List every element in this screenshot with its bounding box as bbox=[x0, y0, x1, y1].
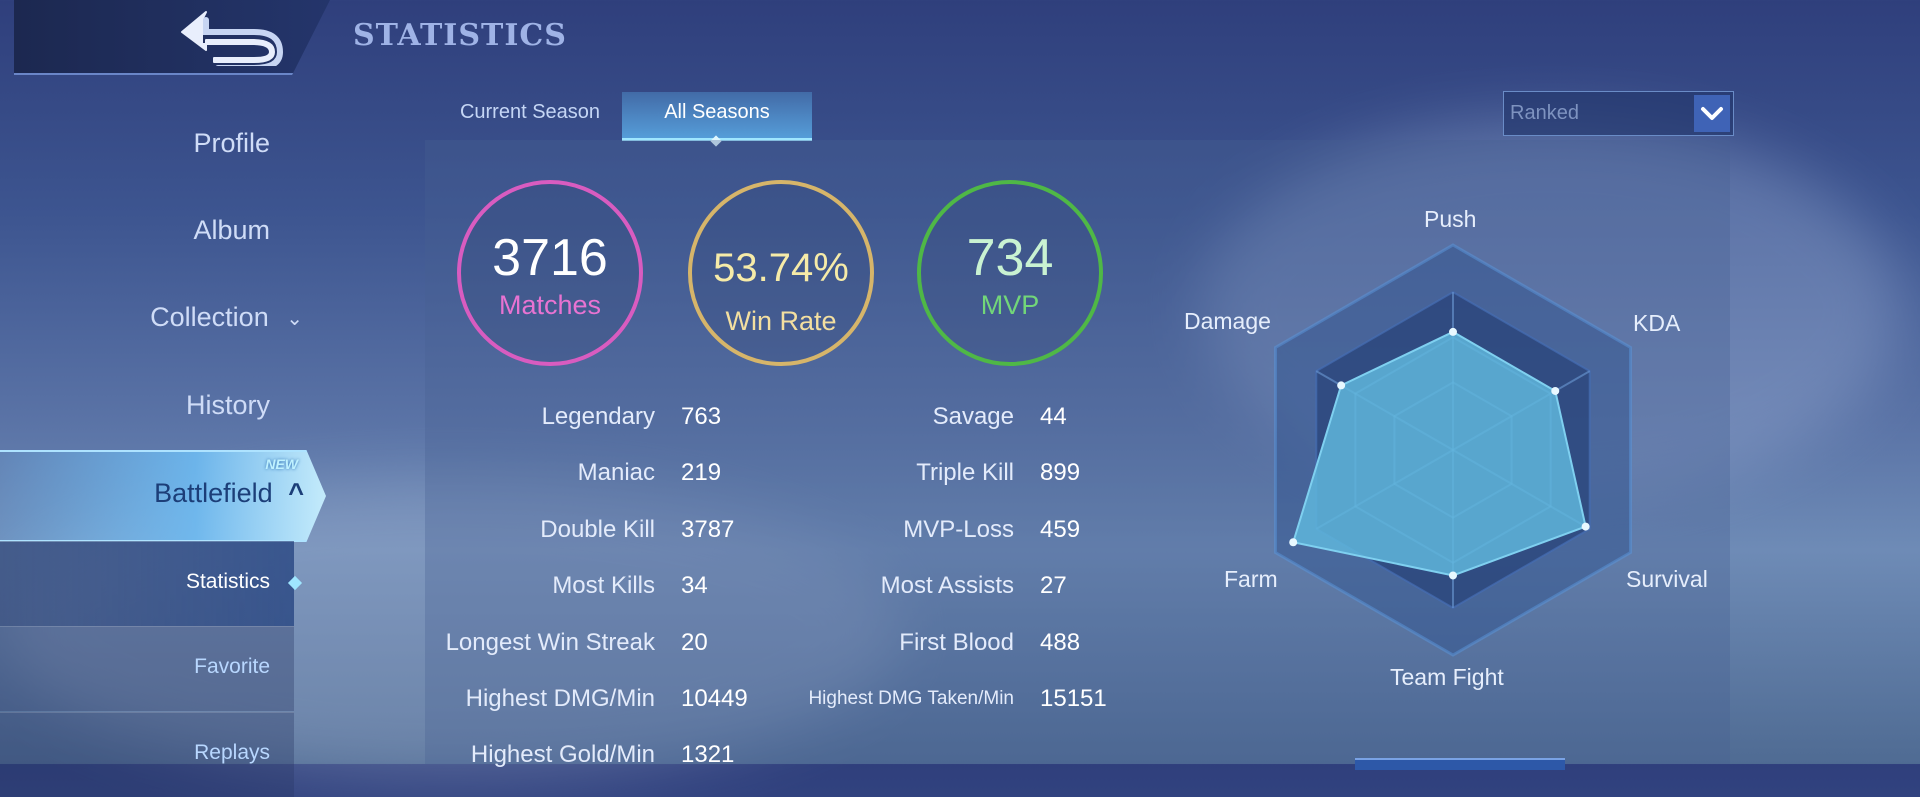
chevron-up-icon: ^ bbox=[288, 478, 304, 508]
sidebar-subitem-statistics[interactable]: Statistics bbox=[0, 541, 303, 626]
radar-label-kda: KDA bbox=[1633, 310, 1681, 336]
stat-label-legendary: Legendary bbox=[541, 403, 655, 430]
sidebar-subitem-label: Replays bbox=[194, 741, 270, 764]
sidebar-item-history[interactable]: History bbox=[186, 390, 270, 421]
sidebar-item-label: Battlefield bbox=[154, 478, 273, 508]
stat-value-longest-win-streak: 20 bbox=[681, 629, 708, 656]
stat-value-legendary: 763 bbox=[681, 403, 722, 430]
new-badge: NEW bbox=[265, 456, 298, 472]
radar-label-survival: Survival bbox=[1626, 566, 1708, 592]
matches-circle: 3716 Matches bbox=[457, 180, 643, 366]
radar-value-point bbox=[1337, 381, 1346, 390]
win-rate-value: 53.74% bbox=[713, 246, 849, 290]
sidebar-subitem-label: Favorite bbox=[194, 655, 270, 678]
mode-select[interactable]: Ranked bbox=[1503, 91, 1734, 136]
radar-label-push: Push bbox=[1424, 206, 1477, 232]
radar-label-team-fight: Team Fight bbox=[1390, 664, 1504, 690]
sidebar-subitem-replays[interactable]: Replays bbox=[0, 712, 294, 797]
stat-value-most-assists: 27 bbox=[1040, 572, 1067, 599]
stat-label-maniac: Maniac bbox=[577, 459, 655, 486]
radar-value-point bbox=[1449, 327, 1457, 336]
stat-value-savage: 44 bbox=[1040, 403, 1067, 430]
sidebar-item-album[interactable]: Album bbox=[193, 215, 270, 246]
radar-value-point bbox=[1551, 386, 1560, 395]
sidebar-item-label: Album bbox=[193, 215, 270, 245]
stat-value-most-kills: 34 bbox=[681, 572, 708, 599]
sidebar-item-label: History bbox=[185, 390, 270, 420]
tab-label: Current Season bbox=[459, 101, 601, 123]
radar-chart-graphic bbox=[1273, 243, 1633, 657]
top-bar: STATISTICS bbox=[0, 0, 1920, 78]
radar-chart: Push KDA Survival Team Fight Farm Damage bbox=[1150, 190, 1750, 710]
radar-label-farm: Farm bbox=[1224, 566, 1278, 592]
back-button-area bbox=[14, 0, 330, 75]
chevron-down-icon: ⌄ bbox=[286, 308, 303, 331]
radar-label-damage: Damage bbox=[1184, 308, 1271, 334]
matches-value: 3716 bbox=[492, 229, 608, 287]
stat-label-highest-dmg-min: Highest DMG/Min bbox=[465, 685, 655, 712]
stat-value-highest-dmg-min: 10449 bbox=[681, 685, 748, 712]
sidebar-item-label: Collection bbox=[150, 302, 269, 332]
tab-label: All Seasons bbox=[664, 101, 770, 123]
tab-current-season[interactable]: Current Season bbox=[435, 92, 625, 138]
mvp-label: MVP bbox=[980, 290, 1040, 320]
bottom-action-button[interactable] bbox=[1355, 758, 1565, 770]
sidebar-item-collection[interactable]: Collection ⌄ bbox=[150, 302, 303, 333]
stat-label-mvp-loss: MVP-Loss bbox=[903, 516, 1014, 543]
tab-all-seasons[interactable]: All Seasons bbox=[622, 92, 812, 141]
stat-label-highest-dmg-taken-min: Highest DMG Taken/Min bbox=[808, 688, 1014, 709]
mvp-circle: 734 MVP bbox=[917, 180, 1103, 366]
stat-value-maniac: 219 bbox=[681, 459, 722, 486]
back-arrow-icon bbox=[181, 11, 284, 71]
sidebar-item-profile[interactable]: Profile bbox=[193, 128, 270, 159]
stat-label-most-assists: Most Assists bbox=[880, 572, 1014, 599]
chevron-down-icon bbox=[1694, 95, 1730, 132]
stat-label-first-blood: First Blood bbox=[899, 629, 1014, 656]
stat-value-triple-kill: 899 bbox=[1040, 459, 1081, 486]
stat-label-longest-win-streak: Longest Win Streak bbox=[445, 629, 655, 656]
sidebar-item-battlefield[interactable]: NEW Battlefield ^ bbox=[0, 450, 326, 542]
battlefield-label-wrap: Battlefield ^ bbox=[154, 478, 304, 509]
radar-value-point bbox=[1289, 538, 1298, 547]
stat-label-highest-gold-min: Highest Gold/Min bbox=[470, 741, 655, 768]
radar-value-point bbox=[1449, 571, 1457, 580]
stat-value-highest-dmg-taken-min: 15151 bbox=[1040, 685, 1107, 712]
stat-label-triple-kill: Triple Kill bbox=[916, 459, 1014, 486]
page-title: STATISTICS bbox=[353, 18, 567, 53]
mvp-value: 734 bbox=[966, 229, 1054, 287]
stat-label-most-kills: Most Kills bbox=[552, 572, 655, 599]
sidebar-subitem-label: Statistics bbox=[185, 570, 270, 593]
mode-select-value: Ranked bbox=[1510, 102, 1579, 124]
matches-label: Matches bbox=[498, 290, 602, 320]
win-rate-label: Win Rate bbox=[725, 306, 837, 336]
sidebar-item-label: Profile bbox=[193, 128, 270, 158]
stat-value-first-blood: 488 bbox=[1040, 629, 1081, 656]
win-rate-circle: 53.74% Win Rate bbox=[688, 180, 874, 366]
stat-value-mvp-loss: 459 bbox=[1040, 516, 1081, 543]
sidebar-subitem-favorite[interactable]: Favorite bbox=[0, 626, 294, 711]
stat-label-savage: Savage bbox=[932, 403, 1014, 430]
stat-label-double-kill: Double Kill bbox=[540, 516, 655, 543]
stat-value-double-kill: 3787 bbox=[681, 516, 735, 543]
radar-value-point bbox=[1581, 522, 1590, 531]
back-button[interactable] bbox=[174, 6, 294, 71]
active-indicator-icon bbox=[287, 575, 303, 591]
stat-value-highest-gold-min: 1321 bbox=[681, 741, 735, 768]
